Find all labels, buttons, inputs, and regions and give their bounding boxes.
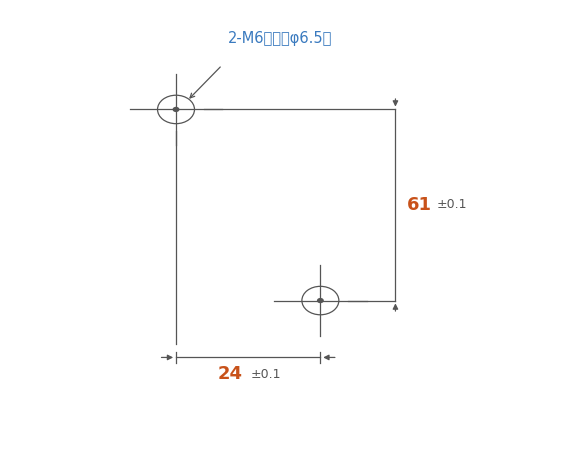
Text: 61: 61 <box>407 196 432 214</box>
Text: ±0.1: ±0.1 <box>437 198 468 211</box>
Text: 24: 24 <box>217 365 243 383</box>
Text: ±0.1: ±0.1 <box>251 368 282 381</box>
Circle shape <box>173 107 180 112</box>
Circle shape <box>317 298 324 303</box>
Text: 2-M6またはφ6.5穴: 2-M6またはφ6.5穴 <box>228 31 332 46</box>
